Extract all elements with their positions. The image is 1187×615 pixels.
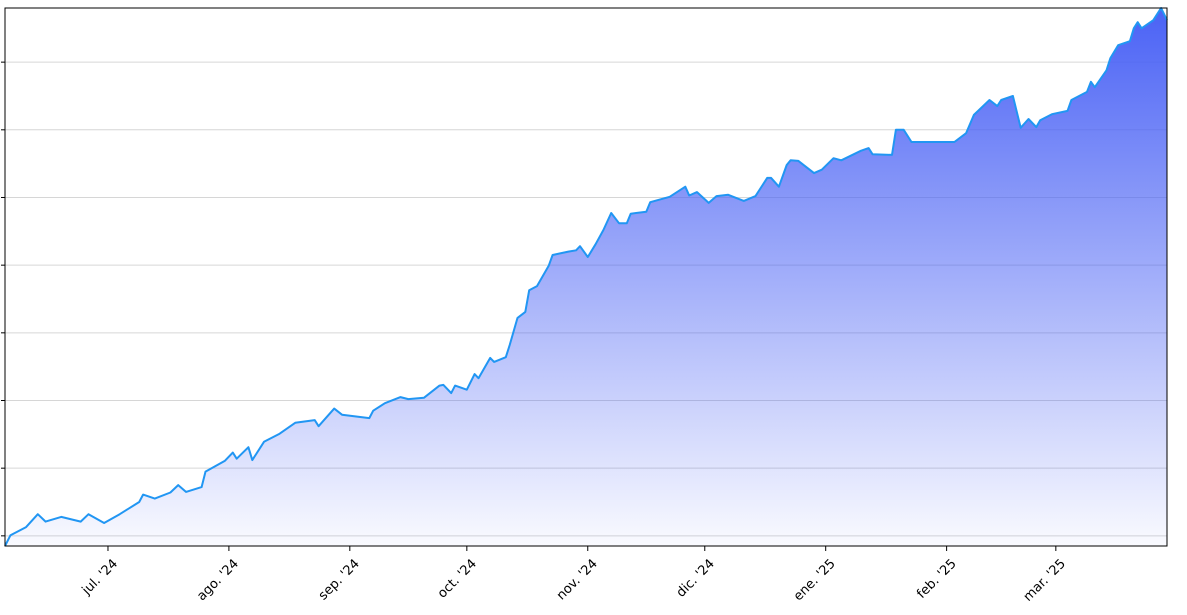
x-tick-label: ene. '25 <box>791 556 839 604</box>
plot-frame <box>4 7 1168 547</box>
x-tick-label: oct. '24 <box>435 556 480 601</box>
x-tick-label: feb. '25 <box>914 556 959 601</box>
x-tick-label: dic. '24 <box>674 556 718 600</box>
x-tick-label: mar. '25 <box>1021 556 1069 604</box>
line <box>4 7 1168 547</box>
x-tick-label: nov. '24 <box>554 556 601 603</box>
x-tick-label: sep. '24 <box>316 556 363 603</box>
x-tick-label: jul. '24 <box>79 556 121 598</box>
area-fill <box>5 8 1167 546</box>
x-tick-label: ago. '24 <box>194 556 242 604</box>
